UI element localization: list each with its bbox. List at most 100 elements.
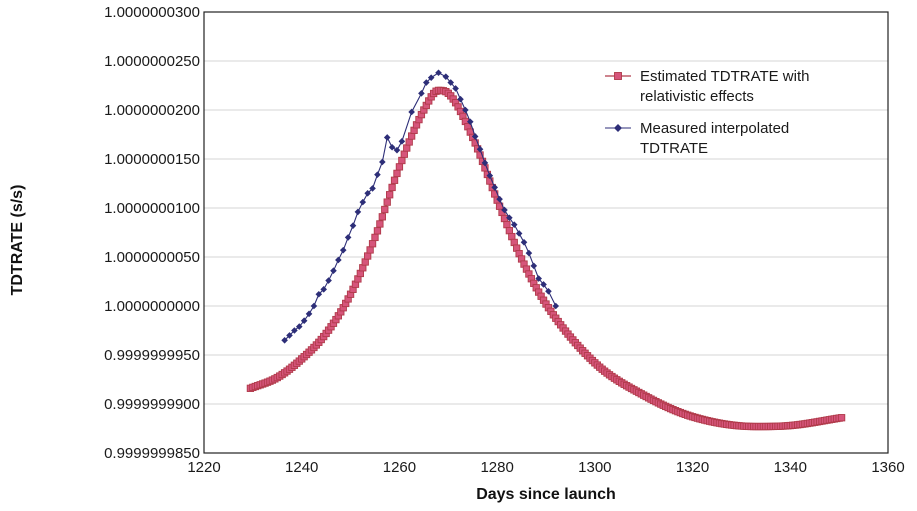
estimated-point xyxy=(505,227,514,235)
measured-point xyxy=(335,256,342,264)
legend-label-estimated: Estimated TDTRATE with relativistic effec… xyxy=(640,68,809,105)
measured-point xyxy=(545,288,552,295)
estimated-point xyxy=(386,191,394,199)
y-tick-label: 1.0000000250 xyxy=(104,53,200,70)
measured-point xyxy=(552,302,560,310)
x-tick-label: 1320 xyxy=(676,459,709,476)
measured-point xyxy=(452,85,459,92)
legend-swatch-measured-marker xyxy=(614,124,622,132)
measured-point xyxy=(354,208,362,216)
measured-point xyxy=(447,79,455,86)
estimated-point xyxy=(503,220,511,229)
measured-point xyxy=(496,195,503,203)
measured-point xyxy=(457,95,464,103)
measured-point xyxy=(442,73,450,80)
x-tick-label: 1280 xyxy=(480,459,513,476)
measured-point xyxy=(462,106,469,114)
y-tick-label: 0.9999999900 xyxy=(104,396,200,413)
estimated-point xyxy=(381,205,389,214)
measured-point xyxy=(515,230,523,237)
estimated-point xyxy=(378,213,386,221)
estimated-point xyxy=(373,227,382,235)
measured-point xyxy=(315,290,323,298)
measured-point xyxy=(423,79,430,86)
estimated-point xyxy=(371,233,379,242)
measured-point xyxy=(486,172,494,179)
measured-point xyxy=(359,198,367,206)
y-tick-label: 0.9999999950 xyxy=(104,347,200,364)
measured-point xyxy=(398,138,406,145)
measured-point xyxy=(408,108,415,116)
x-tick-label: 1240 xyxy=(285,459,318,476)
measured-point xyxy=(339,246,347,254)
measured-point xyxy=(530,262,538,270)
estimated-point xyxy=(376,220,384,228)
measured-point xyxy=(506,214,513,222)
y-tick-label: 1.0000000200 xyxy=(104,102,200,119)
estimated-point xyxy=(393,169,401,178)
estimated-point xyxy=(388,183,396,192)
x-tick-label: 1220 xyxy=(187,459,220,476)
measured-point xyxy=(379,158,386,166)
measured-point xyxy=(330,267,337,275)
estimated-point xyxy=(395,163,404,171)
legend-label-line: Measured interpolated xyxy=(640,120,789,137)
measured-point xyxy=(525,249,533,257)
estimated-point xyxy=(400,150,408,158)
measured-point xyxy=(388,143,396,151)
x-tick-label: 1300 xyxy=(578,459,611,476)
measured-point xyxy=(310,302,318,310)
measured-point xyxy=(466,118,474,126)
x-tick-label: 1340 xyxy=(774,459,807,476)
x-axis-ticks: 1220 1240 1260 1280 1300 1320 1340 1360 xyxy=(187,459,904,476)
estimated-point xyxy=(366,246,374,254)
legend-label-line: relativistic effects xyxy=(640,88,754,105)
measured-point xyxy=(418,90,425,97)
legend-label-line: TDTRATE xyxy=(640,140,708,157)
legend-swatch-estimated-marker xyxy=(614,72,622,80)
estimated-point xyxy=(405,138,413,146)
measured-point xyxy=(535,275,542,282)
measured-point xyxy=(320,286,327,293)
measured-point xyxy=(491,184,498,191)
measured-point xyxy=(476,145,484,153)
y-tick-label: 1.0000000300 xyxy=(104,4,200,21)
y-tick-label: 1.0000000050 xyxy=(104,249,200,266)
y-tick-label: 1.0000000150 xyxy=(104,151,200,168)
measured-point xyxy=(295,323,303,330)
series-estimated xyxy=(246,86,846,431)
estimated-point xyxy=(500,214,509,223)
x-tick-label: 1360 xyxy=(871,459,904,476)
measured-point xyxy=(520,239,528,246)
x-axis-title: Days since launch xyxy=(476,486,616,503)
measured-point xyxy=(286,332,293,339)
estimated-point xyxy=(361,258,369,266)
measured-point xyxy=(344,234,352,241)
measured-point xyxy=(383,134,391,141)
series-measured xyxy=(281,69,560,344)
measured-point xyxy=(540,281,547,288)
estimated-point xyxy=(390,176,399,184)
legend-label-measured: Measured interpolated TDTRATE xyxy=(640,120,789,157)
legend-label-line: Estimated TDTRATE with xyxy=(640,68,809,85)
y-axis-title: TDTRATE (s/s) xyxy=(9,185,26,296)
measured-point xyxy=(364,190,371,197)
measured-point xyxy=(481,159,489,167)
measured-point xyxy=(300,317,308,324)
y-tick-label: 0.9999999850 xyxy=(104,445,200,462)
estimated-point xyxy=(398,156,406,165)
measured-point xyxy=(325,277,332,284)
estimated-point xyxy=(403,144,411,152)
y-tick-label: 1.0000000000 xyxy=(104,298,200,315)
measured-point xyxy=(510,221,518,228)
estimated-point xyxy=(364,252,372,260)
x-tick-label: 1260 xyxy=(383,459,416,476)
y-axis-ticks: 0.9999999850 0.9999999900 0.9999999950 1.00… xyxy=(104,4,200,462)
estimated-point xyxy=(368,240,377,248)
legend: Estimated TDTRATE with relativistic effec… xyxy=(605,68,809,157)
measured-point xyxy=(435,69,442,77)
measured-point xyxy=(501,206,508,214)
measured-point xyxy=(291,327,298,334)
measured-point xyxy=(374,171,381,178)
